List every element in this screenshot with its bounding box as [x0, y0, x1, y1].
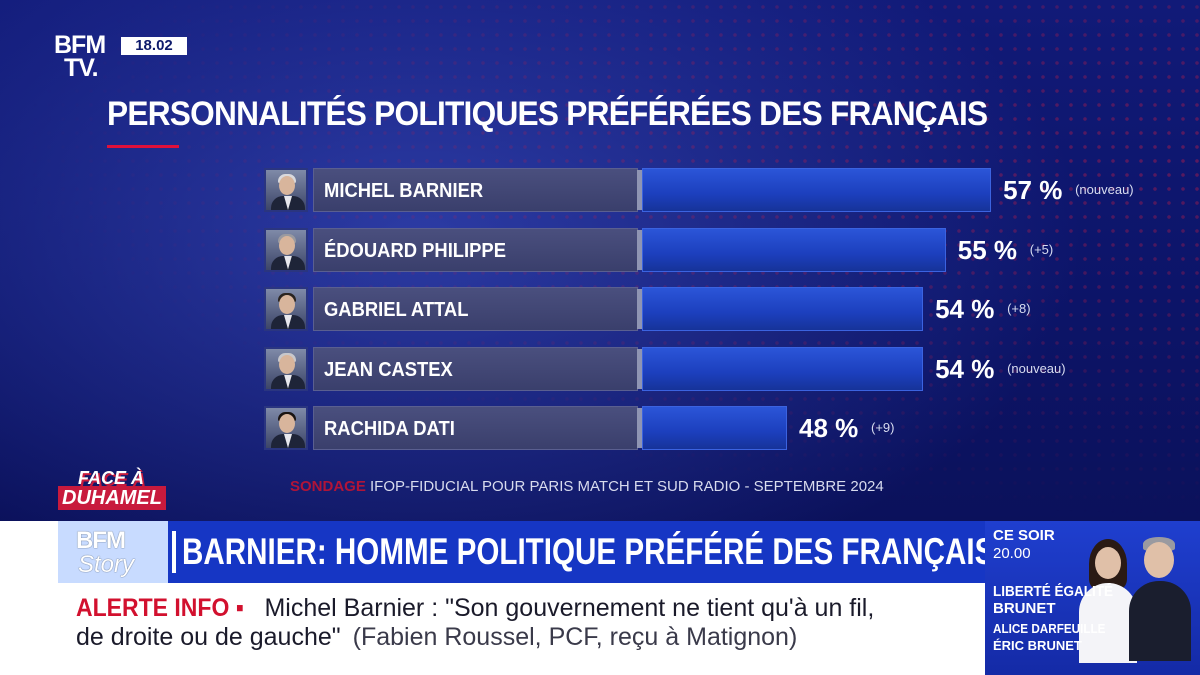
bar-change-label: (+5)	[1029, 241, 1054, 257]
politician-photo	[264, 227, 308, 272]
ticker-attribution: (Fabien Roussel, PCF, reçu à Matignon)	[352, 623, 798, 651]
source-label: SONDAGE	[290, 478, 366, 495]
promo-host1: ALICE DARFEUILLE	[993, 621, 1106, 636]
ticker-line1: ALERTE INFO ▪ Michel Barnier : "Son gouve…	[76, 594, 874, 623]
bar	[642, 346, 924, 391]
bar-chart: MICHEL BARNIER 57 % (nouveau) ÉDOUARD PHILI…	[264, 168, 1134, 450]
bar	[642, 227, 946, 272]
bar-label-box: MICHEL BARNIER	[313, 168, 638, 212]
title-underline	[107, 145, 179, 148]
news-ticker	[0, 583, 985, 675]
chart-row: ÉDOUARD PHILIPPE 55 % (+5)	[264, 227, 1064, 272]
source-text: IFOP-FIDUCIAL POUR PARIS MATCH ET SUD RA…	[370, 478, 884, 495]
bar	[642, 287, 924, 331]
bar-value-label: 57 %	[1003, 175, 1063, 205]
promo-show-line1: LIBERTÉ ÉGALITÉ	[993, 583, 1114, 600]
headline-box: BARNIER: HOMME POLITIQUE PRÉFÉRÉ DES FRA…	[168, 521, 1004, 583]
bar-notch	[637, 348, 642, 389]
bar-label-box: JEAN CASTEX	[313, 346, 638, 391]
chart-title: PERSONNALITÉS POLITIQUES PRÉFÉRÉES DES F…	[107, 95, 988, 133]
headline: BARNIER: HOMME POLITIQUE PRÉFÉRÉ DES FRA…	[182, 531, 1005, 572]
ticker-quote-part1: Michel Barnier : "Son gouvernement ne ti…	[264, 594, 875, 622]
ticker-line2: de droite ou de gauche" (Fabien Roussel, …	[76, 623, 797, 652]
promo-when-label: CE SOIR	[993, 527, 1055, 544]
bar-category-label: ÉDOUARD PHILIPPE	[324, 239, 506, 262]
headline-separator	[172, 531, 176, 573]
bar-change-label: (+9)	[871, 420, 895, 435]
bar-category-label: JEAN CASTEX	[324, 358, 453, 381]
show-logo-line1: FACE À	[78, 468, 145, 488]
bar-value-label: 54 %	[935, 294, 995, 324]
story-logo-line2: Story	[78, 551, 135, 578]
show-logo-line2: DUHAMEL	[58, 486, 166, 510]
bar-label-box: GABRIEL ATTAL	[313, 287, 638, 331]
poll-source: SONDAGE IFOP-FIDUCIAL POUR PARIS MATCH E…	[290, 478, 884, 495]
alert-info-label: ALERTE INFO ▪	[76, 594, 244, 622]
chart-row: GABRIEL ATTAL 54 % (+8)	[264, 287, 1064, 331]
bar-notch	[637, 289, 642, 329]
politician-photo	[264, 287, 308, 331]
bar-notch	[637, 408, 642, 448]
chart-row: RACHIDA DATI 48 % (+9)	[264, 406, 1064, 450]
politician-photo	[264, 406, 308, 450]
bfmtv-logo: BFM TV.	[54, 31, 106, 82]
bar-category-label: MICHEL BARNIER	[324, 180, 484, 202]
bar-label-box: ÉDOUARD PHILIPPE	[313, 227, 638, 272]
clock: 18.02	[121, 37, 187, 55]
bfm-story-logo: BFM Story	[58, 521, 168, 583]
bar-value-label: 55 %	[957, 234, 1018, 265]
bar-value-label: 48 %	[799, 413, 859, 443]
promo-show-line2: BRUNET	[993, 600, 1056, 617]
story-logo-line1: BFM	[76, 527, 126, 554]
chart-row: MICHEL BARNIER 57 % (nouveau)	[264, 168, 1134, 212]
bar-change-label: (+8)	[1007, 301, 1031, 316]
promo-time: 20.00	[993, 545, 1031, 562]
politician-photo	[264, 168, 308, 212]
promo-host2: ÉRIC BRUNET	[993, 638, 1082, 653]
bar-label-box: RACHIDA DATI	[313, 406, 638, 450]
bar-category-label: GABRIEL ATTAL	[324, 299, 469, 321]
politician-photo	[264, 346, 308, 391]
ticker-quote-part2: de droite ou de gauche"	[76, 623, 341, 651]
bar-notch	[637, 229, 642, 270]
bar-change-label: (nouveau)	[1007, 360, 1066, 376]
bfmtv-logo-line2: TV.	[64, 54, 99, 82]
bar-value-label: 54 %	[935, 353, 995, 384]
bar	[642, 406, 787, 450]
bar	[642, 168, 992, 212]
chart-row: JEAN CASTEX 54 % (nouveau)	[264, 346, 1066, 391]
bar-change-label: (nouveau)	[1075, 182, 1134, 197]
bar-category-label: RACHIDA DATI	[324, 418, 455, 440]
bfmtv-logo-line1: BFM	[54, 31, 106, 59]
bar-notch	[637, 170, 642, 210]
program-promo: CE SOIR 20.00 LIBERTÉ ÉGALITÉ BRUNET ALI…	[985, 521, 1200, 675]
